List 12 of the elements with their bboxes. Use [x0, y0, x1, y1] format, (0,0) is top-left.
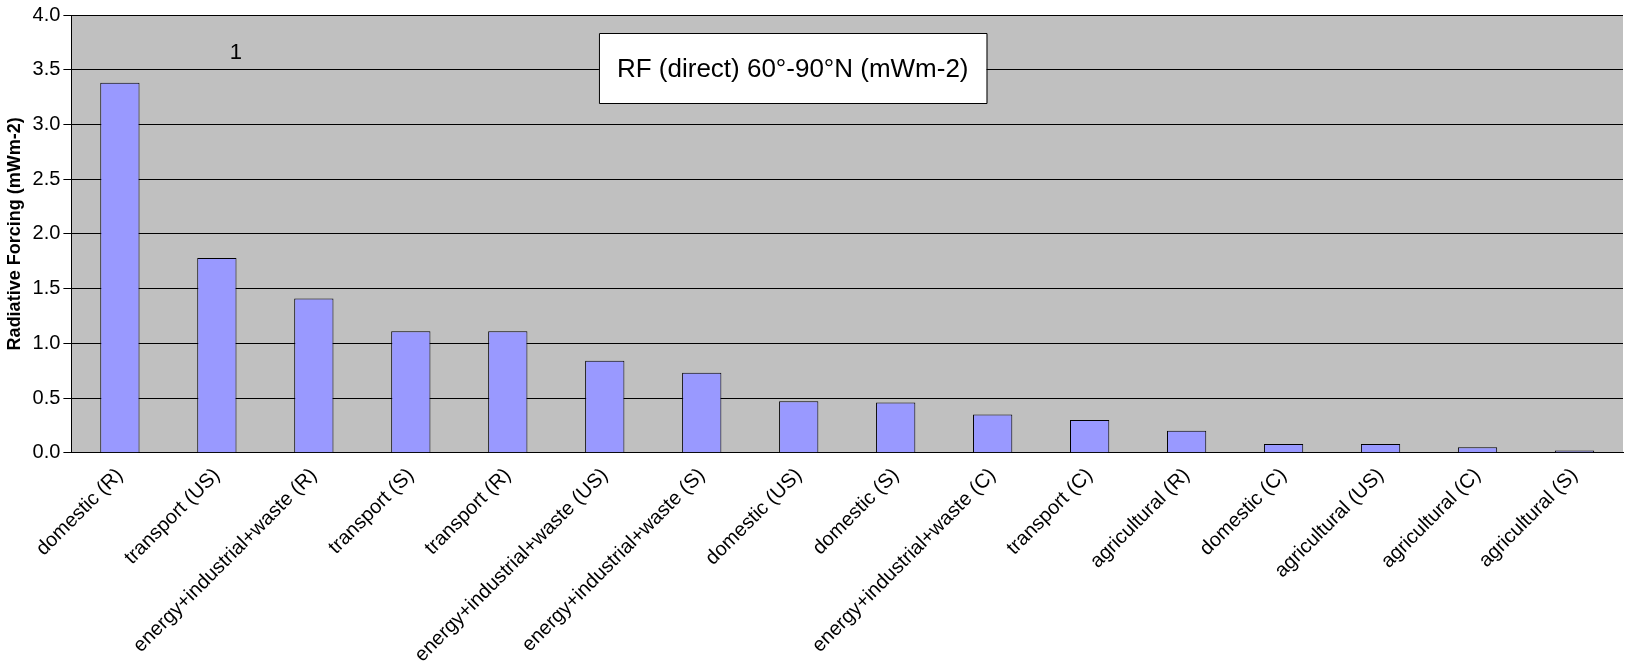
y-tick-label: 3.0	[32, 111, 61, 134]
y-axis-title: Radiative Forcing (mWm-2)	[3, 117, 24, 351]
y-tick-label: 1.5	[32, 276, 61, 299]
y-tick-label: 0.5	[32, 385, 61, 408]
y-tick-label: 2.5	[32, 166, 61, 189]
y-tick-label: 3.5	[32, 57, 61, 80]
y-tick-label: 1.0	[32, 330, 61, 353]
y-tick-label: 0.0	[32, 440, 61, 463]
y-tick-label: 2.0	[32, 221, 61, 244]
annotation: 1	[229, 39, 242, 65]
y-tick-label: 4.0	[32, 2, 61, 25]
annotation: RF (direct) 60°-90°N (mWm-2)	[616, 53, 969, 84]
